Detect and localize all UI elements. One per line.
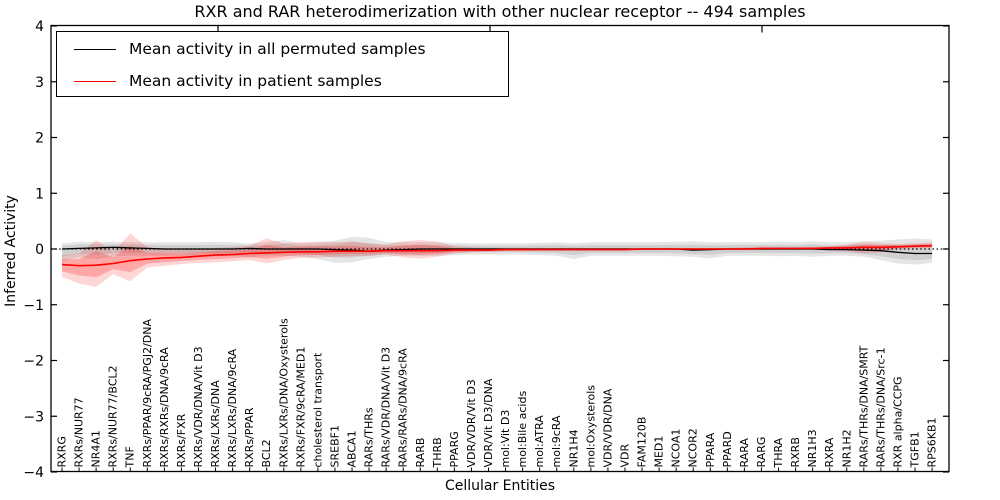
patient-band — [62, 233, 933, 287]
y-tick-label: −3 — [23, 409, 44, 425]
x-tick-label: THRB — [431, 437, 444, 468]
x-tick-label: RARG — [755, 437, 768, 468]
x-tick-label: RARs/THRs/DNA/SMRT — [857, 345, 870, 467]
x-tick-label: RXRA — [823, 437, 836, 467]
x-tick-label: RARA — [738, 438, 751, 468]
y-tick-label: 3 — [35, 75, 44, 91]
x-tick-label: PPARA — [704, 432, 717, 467]
x-tick-label: RXRs/LXRs/DNA/9cRA — [226, 348, 239, 467]
chart-title: RXR and RAR heterodimerization with othe… — [194, 2, 806, 21]
x-tick-label: TNF — [124, 446, 137, 468]
x-tick-label: RARs/THRs/DNA/Src-1 — [874, 347, 887, 467]
x-tick-label: ABCA1 — [346, 430, 359, 467]
x-tick-label: MED1 — [653, 436, 666, 468]
legend-label: Mean activity in patient samples — [129, 72, 382, 90]
x-tick-label: THRA — [772, 437, 785, 468]
x-tick-label: RXRB — [789, 437, 802, 467]
x-tick-label: RXRs/PPAR — [243, 407, 256, 467]
x-tick-label: RXRs/FXR/9cRA/MED1 — [294, 347, 307, 468]
legend-line-sample-red — [74, 80, 116, 82]
x-tick-label: cholesterol transport — [311, 352, 324, 467]
y-tick-label: 1 — [35, 186, 44, 202]
x-tick-label: RXRs/NUR77 — [73, 397, 86, 467]
x-axis-label: Cellular Entities — [444, 478, 556, 494]
legend-entry-permuted: Mean activity in all permuted samples — [57, 34, 508, 64]
y-tick-label: −2 — [23, 354, 44, 370]
x-tick-label: NR1H3 — [806, 429, 819, 467]
x-tick-label: RPS6KB1 — [926, 417, 939, 467]
legend-line-sample-black — [74, 48, 116, 50]
x-tick-label: mol:Vit D3 — [499, 410, 512, 468]
x-tick-label: NR4A1 — [90, 430, 103, 467]
legend-label: Mean activity in all permuted samples — [129, 40, 426, 58]
x-tick-label: PPARD — [721, 431, 734, 467]
y-tick-label: 0 — [35, 242, 44, 258]
x-tick-label: NCOA1 — [670, 429, 683, 468]
x-tick-label: TGFB1 — [909, 431, 922, 468]
x-tick-label: mol:Bile acids — [516, 391, 529, 468]
y-tick-label: −4 — [23, 465, 44, 481]
x-tick-label: PPARG — [448, 431, 461, 467]
x-tick-label: RXRs/VDR/DNA/Vit D3 — [192, 346, 205, 467]
x-tick-label: RXRs/LXRs/DNA/Oxysterols — [277, 318, 290, 467]
x-tick-label: mol:ATRA — [533, 415, 546, 468]
permuted-band-inner — [62, 242, 933, 261]
legend-box: Mean activity in all permuted samples Me… — [56, 31, 509, 97]
x-tick-label: VDR/VDR/DNA — [601, 388, 614, 467]
x-tick-label: SREBF1 — [328, 425, 341, 467]
x-tick-label: RARB — [414, 438, 427, 468]
x-tick-label: RARs/VDR/DNA/Vit D3 — [380, 347, 393, 468]
legend-entry-patient: Mean activity in patient samples — [57, 66, 508, 96]
x-tick-label: RXRs/NUR77/BCL2 — [107, 365, 120, 467]
x-tick-label: BCL2 — [260, 439, 273, 467]
x-tick-label: RARs/RARs/DNA/9cRA — [397, 348, 410, 468]
x-tick-label: RXRs/LXRs/DNA — [209, 380, 222, 468]
x-tick-label: NR1H2 — [840, 429, 853, 467]
x-tick-label: FAM120B — [636, 417, 649, 468]
y-tick-label: −1 — [23, 298, 44, 314]
x-tick-label: RARs/THRs — [363, 407, 376, 467]
y-axis-label: Inferred Activity — [3, 195, 19, 307]
x-tick-label: RXR alpha/CCPG — [891, 376, 904, 467]
x-tick-label: NR1H4 — [567, 429, 580, 467]
x-tick-label: mol:9cRA — [550, 415, 563, 467]
x-tick-label: VDR/VDR/Vit D3 — [465, 379, 478, 467]
x-tick-label: NCOR2 — [687, 428, 700, 467]
y-tick-label: 4 — [35, 19, 44, 35]
x-tick-label: RXRs/PPAR/9cRA/PGJ2/DNA — [141, 319, 154, 468]
x-tick-label: RXRs/FXR — [175, 413, 188, 467]
x-tick-label: VDR — [618, 444, 631, 468]
x-tick-label: VDR/Vit D3/DNA — [482, 378, 495, 467]
patient-mean-line — [61, 244, 933, 267]
x-tick-label: RXRG — [56, 436, 69, 467]
y-tick-label: 2 — [35, 131, 44, 147]
x-tick-label: mol:Oxysterols — [584, 385, 597, 468]
x-tick-label: RXRs/RXRs/DNA/9cRA — [158, 347, 171, 468]
